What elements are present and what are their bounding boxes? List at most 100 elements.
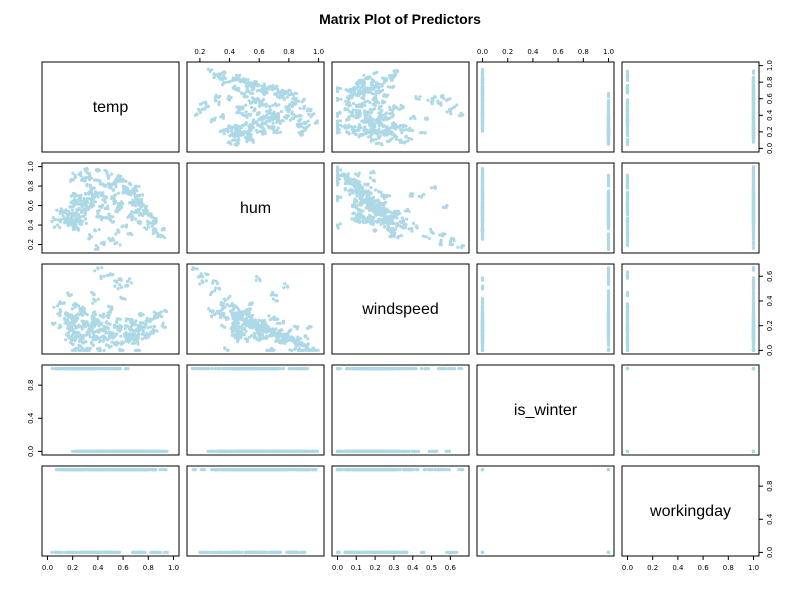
data-point <box>480 70 485 74</box>
data-point <box>77 214 81 219</box>
data-point <box>276 126 280 130</box>
data-point <box>248 91 252 95</box>
data-point <box>606 246 611 250</box>
data-point <box>368 200 372 204</box>
data-point <box>356 116 360 120</box>
data-point <box>625 236 630 240</box>
data-point <box>338 86 342 91</box>
data-point <box>135 210 139 215</box>
data-point <box>93 178 97 182</box>
data-point <box>260 103 264 107</box>
data-point <box>206 67 210 71</box>
data-point <box>358 90 362 94</box>
data-point <box>72 204 76 208</box>
data-point <box>121 190 125 194</box>
data-point <box>159 233 163 238</box>
data-point <box>625 139 630 143</box>
data-point <box>120 225 124 229</box>
data-point <box>287 105 291 109</box>
data-point <box>257 117 261 121</box>
data-point <box>77 194 81 198</box>
data-point <box>312 112 316 116</box>
data-point <box>625 114 630 118</box>
data-point <box>63 221 67 225</box>
data-point <box>100 215 104 219</box>
data-point <box>377 205 381 209</box>
data-point <box>275 120 279 124</box>
data-point <box>374 188 378 192</box>
data-point <box>235 143 239 147</box>
data-point <box>382 94 386 98</box>
data-point <box>360 119 364 123</box>
data-point <box>394 127 398 131</box>
data-point <box>257 111 261 115</box>
data-point <box>247 112 251 117</box>
data-point <box>400 216 404 220</box>
data-point <box>255 113 259 117</box>
data-point <box>404 124 408 128</box>
data-point <box>395 224 399 228</box>
data-point <box>751 193 756 197</box>
data-point <box>294 97 298 101</box>
data-point <box>480 209 485 213</box>
data-point <box>241 107 245 111</box>
data-point <box>249 105 254 109</box>
data-point <box>381 99 385 103</box>
data-point <box>354 108 358 112</box>
data-point <box>307 112 311 116</box>
data-point <box>227 80 232 84</box>
data-point <box>362 190 366 194</box>
data-point <box>371 170 376 174</box>
data-point <box>267 116 271 120</box>
data-point <box>350 217 354 221</box>
data-point <box>267 111 271 115</box>
data-point <box>236 110 240 114</box>
data-point <box>257 83 261 87</box>
data-point <box>751 135 756 139</box>
data-point <box>344 99 348 103</box>
data-point <box>625 231 630 235</box>
data-point <box>439 101 443 105</box>
data-point <box>218 77 222 81</box>
data-point <box>130 233 134 237</box>
data-point <box>247 99 251 103</box>
data-point <box>751 218 756 222</box>
data-point <box>390 136 394 141</box>
data-point <box>236 124 240 128</box>
data-point <box>351 87 356 91</box>
data-point <box>373 104 377 108</box>
data-point <box>751 232 756 236</box>
data-point <box>150 215 154 219</box>
data-point <box>372 228 376 232</box>
data-point <box>480 191 485 195</box>
data-point <box>92 297 96 301</box>
data-point <box>102 195 107 199</box>
data-point <box>480 200 485 205</box>
data-point <box>388 194 392 198</box>
data-point <box>86 205 90 209</box>
data-point <box>751 190 756 194</box>
data-point <box>421 234 425 238</box>
data-point <box>368 100 372 105</box>
data-point <box>102 348 106 352</box>
data-point <box>282 97 286 101</box>
data-point <box>436 101 440 105</box>
panel-temp-vs-hum <box>186 61 325 153</box>
data-point <box>105 171 109 175</box>
data-point <box>368 206 372 210</box>
data-point <box>398 220 402 224</box>
data-point <box>461 244 466 248</box>
data-point <box>480 171 485 175</box>
data-point <box>367 90 371 94</box>
data-point <box>212 72 216 76</box>
panel-windspeed-vs-temp <box>41 263 180 355</box>
data-point <box>217 102 221 107</box>
data-point <box>385 139 389 143</box>
data-point <box>445 110 449 114</box>
data-point <box>306 119 310 123</box>
data-point <box>409 117 413 121</box>
data-point <box>380 76 385 80</box>
data-point <box>369 220 373 224</box>
data-point <box>369 139 373 143</box>
data-point <box>358 125 363 130</box>
